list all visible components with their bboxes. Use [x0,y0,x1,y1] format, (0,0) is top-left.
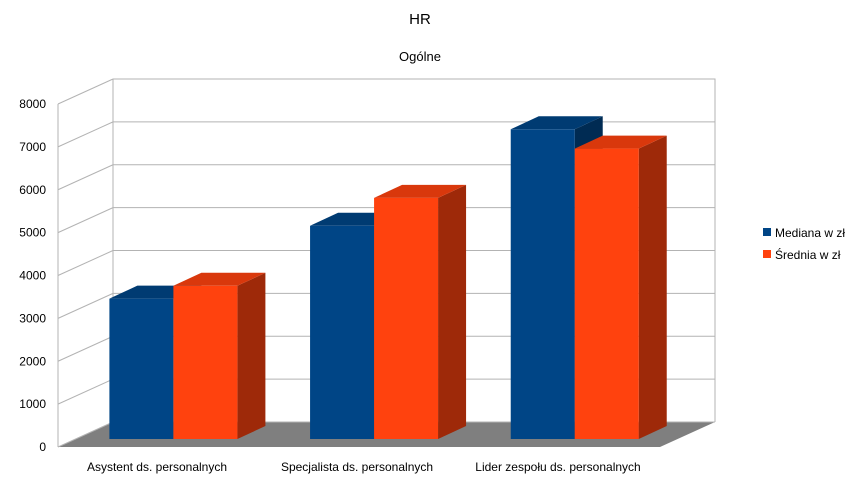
bar [173,272,266,439]
grid-line-side [57,207,114,234]
y-tick-label: 0 [39,440,46,454]
x-tick-label: Specjalista ds. personalnych [281,460,433,474]
bar-front [173,285,238,439]
grid-line-side [57,378,114,405]
bar-front [109,298,174,439]
x-axis: Asystent ds. personalnych Specjalista ds.… [87,460,641,474]
bar-front [574,148,639,439]
grid-line-side [57,250,114,276]
grid-line-side [57,292,114,319]
chart-title: HR [409,11,431,28]
x-tick-label: Lider zespołu ds. personalnych [475,460,640,474]
grid-line-side [57,121,114,148]
bar [374,184,467,439]
grid-line-side [57,335,114,362]
grid-line-side [57,421,114,448]
bar-front [310,225,375,439]
legend-label: Średnia w zł [775,247,841,262]
y-tick-label: 6000 [19,183,46,197]
bar [574,135,667,439]
grid-line-side [57,78,114,105]
bar-front [510,129,575,439]
x-tick-label: Asystent ds. personalnych [87,460,227,474]
legend-label: Mediana w zł [775,226,845,240]
legend-swatch [763,228,771,236]
y-tick-label: 4000 [19,269,46,283]
bar-side [438,184,467,439]
legend-swatch [763,250,771,258]
chart-subtitle: Ogólne [399,49,441,64]
bar-front [374,197,439,439]
y-tick-label: 8000 [19,97,46,111]
y-tick-label: 3000 [19,311,46,325]
bar-side [237,272,266,439]
y-tick-label: 7000 [19,140,46,154]
y-tick-label: 1000 [19,397,46,411]
bars [109,116,667,439]
legend: Mediana w zł Średnia w zł [763,226,845,262]
bar-top [173,272,266,286]
bar-top [374,184,467,198]
y-tick-label: 2000 [19,354,46,368]
y-tick-label: 5000 [19,226,46,240]
grid-line-side [57,164,114,191]
bar-top [510,116,603,130]
bar-top [574,135,667,149]
y-axis: 0 1000 2000 3000 4000 5000 6000 7000 8000 [19,97,46,454]
bar-side [638,135,667,439]
